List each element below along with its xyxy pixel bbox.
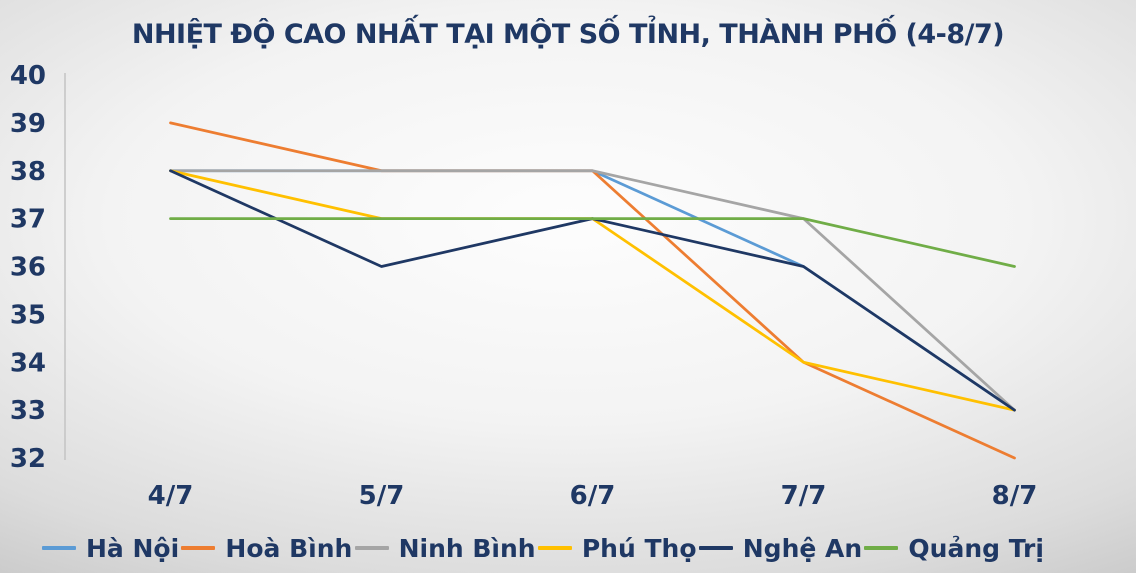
y-axis-label: 36 — [10, 253, 46, 283]
legend-label: Hà Nội — [86, 533, 180, 563]
series-line — [169, 169, 1016, 412]
chart-title: NHIỆT ĐỘ CAO NHẤT TẠI MỘT SỐ TỈNH, THÀNH… — [131, 19, 1005, 50]
legend-item-hoa-binh: Hoà Bình — [181, 534, 352, 563]
y-axis-label: 38 — [10, 157, 46, 187]
y-axis-label: 34 — [10, 348, 46, 378]
legend-line-marker — [181, 546, 216, 550]
y-axis-label: 33 — [10, 396, 46, 426]
legend-item-phu-tho: Phú Thọ — [537, 533, 697, 563]
y-axis-label: 37 — [10, 205, 46, 235]
y-axis-label: 35 — [10, 300, 46, 330]
legend-label: Ninh Bình — [398, 533, 536, 563]
series-line — [169, 169, 1016, 412]
line-chart-canvas: 40 39 38 37 36 35 34 33 32 4/7 5/7 6/7 7/7 8/7 — [10, 61, 1038, 511]
y-axis-label: 40 — [10, 61, 46, 91]
legend-label: Quảng Trị — [908, 533, 1044, 563]
legend-line-marker — [537, 546, 572, 550]
legend-label: Nghệ An — [742, 533, 863, 563]
legend-line-marker — [698, 546, 733, 550]
series-line — [169, 169, 1016, 412]
chart-legend: Hà Nội Hoà Bình Ninh Bình Phú Thọ Nghệ An Quả… — [42, 531, 1044, 565]
series-line — [169, 169, 1016, 412]
legend-item-nghe-an: Nghệ An — [698, 533, 863, 563]
x-axis-label: 6/7 — [570, 481, 616, 511]
legend-label: Phú Thọ — [581, 533, 697, 563]
legend-line-marker — [864, 546, 899, 550]
series-line — [169, 217, 1016, 268]
legend-line-marker — [42, 546, 76, 550]
legend-item-ha-noi: Hà Nội — [42, 534, 179, 563]
x-axis-label: 8/7 — [992, 481, 1038, 511]
legend-label: Hoà Bình — [225, 533, 353, 563]
x-axis-label: 7/7 — [781, 481, 827, 511]
legend-item-quang-tri: Quảng Trị — [864, 534, 1044, 563]
x-axis-label: 4/7 — [148, 481, 194, 511]
legend-item-ninh-binh: Ninh Bình — [354, 533, 536, 563]
series-line — [169, 121, 1016, 460]
y-axis-label: 32 — [10, 444, 46, 474]
x-axis-label: 5/7 — [359, 481, 405, 511]
legend-line-marker — [354, 546, 389, 550]
y-axis-label: 39 — [10, 109, 46, 139]
